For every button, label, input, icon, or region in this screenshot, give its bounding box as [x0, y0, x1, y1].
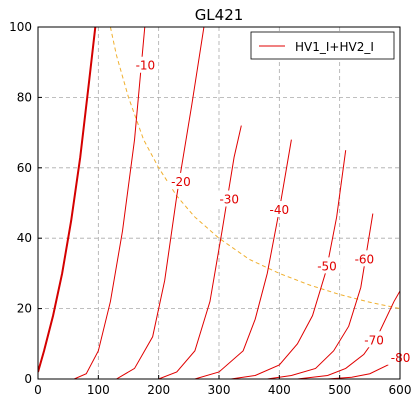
curve-label-bg [266, 201, 293, 218]
x-tick-label: 0 [34, 383, 42, 397]
plate-curve [267, 213, 374, 379]
legend: HV1_I+HV2_I [250, 31, 395, 60]
curve-label: -80 [391, 351, 411, 365]
x-tick-label: 500 [328, 383, 351, 397]
plate-curve [230, 150, 347, 379]
x-tick-label: 400 [268, 383, 291, 397]
y-tick-label: 20 [17, 302, 32, 316]
plate-curve [297, 290, 400, 379]
x-tick-label: 600 [389, 383, 412, 397]
y-tick-label: 80 [17, 90, 32, 104]
power-limit-curve [109, 27, 400, 310]
curve-label: -10 [136, 59, 156, 73]
plate-curve [38, 27, 97, 373]
curve-labels: -10 -20 -30 -40 -50 -60 -70 -80 [132, 56, 414, 365]
curve-label: -20 [171, 175, 191, 189]
axis-ticks: 0 100 200 300 400 500 600 0 20 40 60 80 100 [9, 20, 411, 397]
curve-label: -30 [219, 192, 239, 206]
curve-label-bg [167, 172, 194, 189]
curve-label: -50 [317, 259, 337, 273]
x-tick-label: 100 [87, 383, 110, 397]
plate-curve [116, 27, 205, 379]
curve-label-bg [216, 190, 243, 207]
curve-label-bg [313, 257, 340, 274]
curve-label-bg [351, 250, 378, 267]
curve-label-bg [361, 331, 388, 348]
y-tick-label: 40 [17, 231, 32, 245]
y-tick-label: 0 [24, 372, 32, 386]
legend-label: HV1_I+HV2_I [295, 40, 374, 54]
curve-label: -70 [364, 333, 384, 347]
plot-curves [38, 27, 400, 379]
curve-label: -60 [355, 252, 375, 266]
chart-title: GL421 [195, 6, 244, 24]
curve-label-bg [132, 56, 159, 73]
plate-curve [158, 125, 242, 379]
curve-label-bg [387, 348, 414, 365]
y-tick-label: 60 [17, 161, 32, 175]
x-tick-label: 200 [147, 383, 170, 397]
curve-label: -40 [270, 203, 290, 217]
x-tick-label: 300 [208, 383, 231, 397]
y-tick-label: 100 [9, 20, 32, 34]
plate-curve [73, 27, 146, 379]
